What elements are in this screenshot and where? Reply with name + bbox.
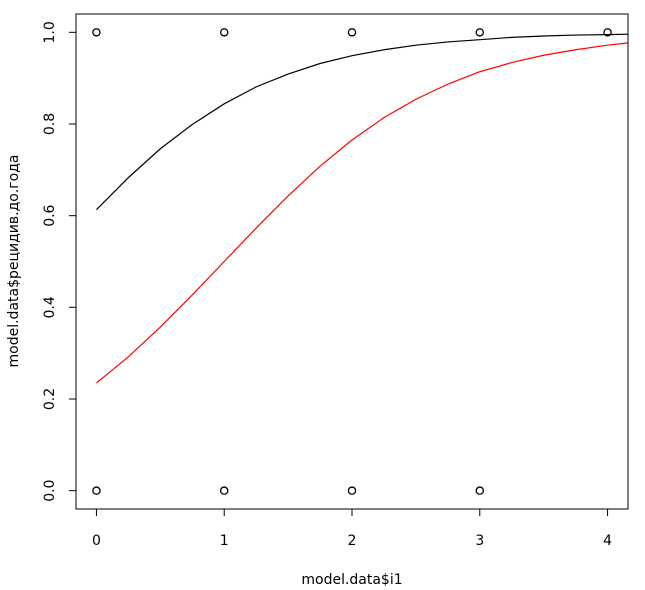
data-point — [475, 28, 485, 37]
y-tick-label: 0.4 — [42, 296, 58, 318]
x-axis-label: model.data$i1 — [301, 572, 402, 588]
data-point — [603, 28, 612, 37]
data-point — [92, 486, 101, 495]
y-tick-label: 0.0 — [42, 480, 58, 502]
data-point — [347, 28, 357, 37]
y-tick-label: 0.2 — [42, 388, 58, 410]
data-point — [475, 486, 485, 495]
plot-frame — [75, 13, 629, 510]
data-point — [92, 28, 101, 37]
fit-curve — [96, 33, 629, 211]
x-tick-label: 4 — [603, 533, 612, 549]
y-tick-label: 0.8 — [42, 113, 58, 135]
data-point — [347, 486, 357, 495]
y-tick-label: 1.0 — [42, 21, 58, 43]
y-axis-label: model.data$рецидив.до.года — [6, 155, 22, 368]
x-tick-label: 0 — [92, 533, 101, 549]
data-point — [219, 28, 229, 37]
x-tick-label: 3 — [475, 533, 484, 549]
x-tick-label: 1 — [220, 533, 229, 549]
y-tick-label: 0.6 — [42, 204, 58, 226]
fit-curve — [96, 42, 629, 384]
x-tick-label: 2 — [348, 533, 357, 549]
data-point — [219, 486, 229, 495]
